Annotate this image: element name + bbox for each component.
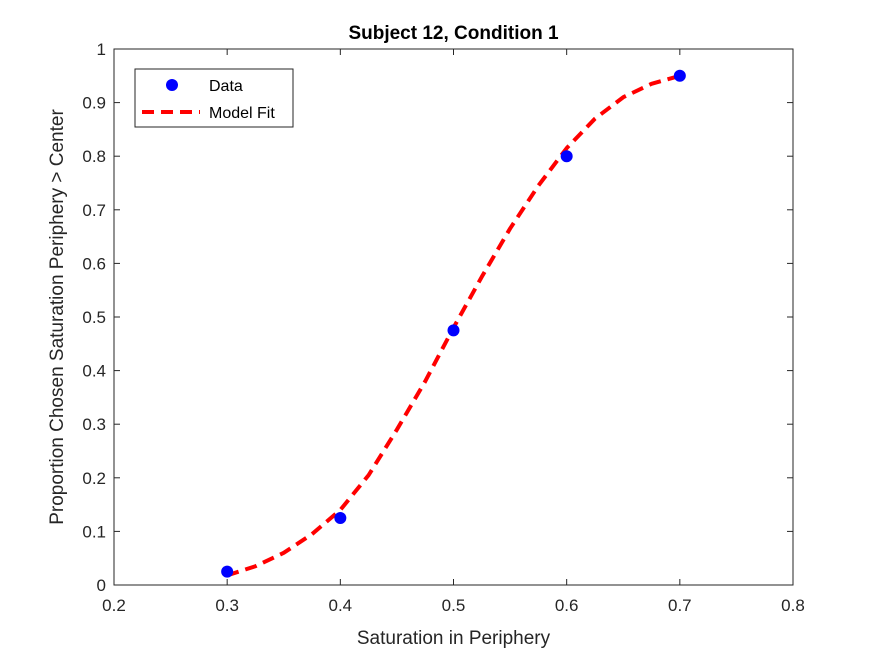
legend-model-fit-label: Model Fit bbox=[209, 105, 275, 122]
x-tick-label: 0.7 bbox=[668, 596, 692, 615]
y-tick-label: 0 bbox=[97, 576, 106, 595]
y-tick-label: 0.6 bbox=[82, 254, 106, 273]
data-point bbox=[447, 324, 460, 337]
legend-box bbox=[134, 68, 294, 128]
y-tick-label: 1 bbox=[97, 40, 106, 59]
data-point bbox=[334, 512, 347, 524]
y-tick-label: 0.7 bbox=[82, 201, 106, 220]
ticks: 0.2 0.3 0.4 0.5 0.6 0.7 0.8 0 0.1 0.2 0.3 0.4 0.5 0.6… bbox=[82, 40, 804, 615]
data-point bbox=[673, 69, 686, 82]
data-point bbox=[221, 565, 234, 578]
y-tick-label: 0.1 bbox=[82, 522, 106, 541]
x-tick-label: 0.2 bbox=[102, 596, 126, 615]
x-axis-title: Saturation in Periphery bbox=[357, 628, 551, 649]
x-tick-label: 0.4 bbox=[329, 596, 353, 615]
plot-background bbox=[114, 49, 793, 585]
x-tick-label: 0.8 bbox=[781, 596, 805, 615]
y-tick-label: 0.2 bbox=[82, 469, 106, 488]
x-tick-label: 0.6 bbox=[555, 596, 579, 615]
x-tick-label: 0.5 bbox=[442, 596, 466, 615]
marks bbox=[221, 69, 686, 578]
chart-title: Subject 12, Condition 1 bbox=[348, 23, 559, 44]
y-tick-label: 0.8 bbox=[82, 147, 106, 166]
y-tick-label: 0.4 bbox=[82, 362, 106, 381]
x-tick-label: 0.3 bbox=[215, 596, 239, 615]
y-axis-title: Proportion Chosen Saturation Periphery >… bbox=[47, 109, 68, 525]
data-point bbox=[560, 150, 573, 163]
y-tick-label: 0.5 bbox=[82, 308, 106, 327]
legend-data-label: Data bbox=[209, 78, 243, 95]
legend: Data Model Fit bbox=[134, 68, 294, 128]
y-tick-label: 0.9 bbox=[82, 94, 106, 113]
legend-data-marker bbox=[166, 79, 178, 91]
y-tick-label: 0.3 bbox=[82, 415, 106, 434]
